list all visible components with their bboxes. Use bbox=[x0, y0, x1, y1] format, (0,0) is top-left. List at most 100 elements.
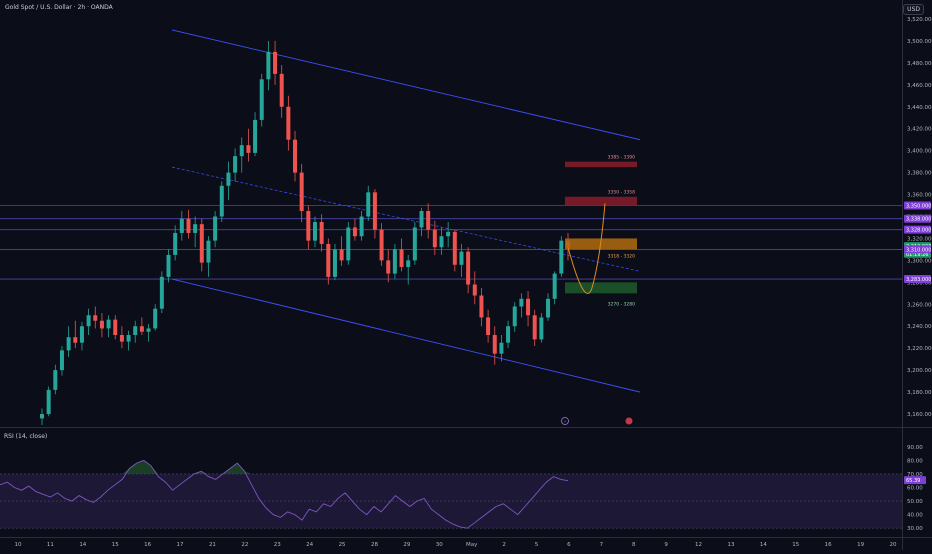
time-axis-label: 28 bbox=[371, 542, 378, 548]
candle-body bbox=[386, 260, 390, 273]
time-axis-label: 5 bbox=[535, 542, 539, 548]
candle-body bbox=[280, 74, 284, 107]
candle-body bbox=[499, 343, 503, 354]
rsi-indicator-label[interactable]: RSI (14, close) bbox=[4, 433, 47, 440]
candle-body bbox=[426, 211, 430, 230]
time-axis-label: 19 bbox=[857, 542, 864, 548]
candle-body bbox=[133, 326, 137, 335]
candle-body bbox=[340, 249, 344, 260]
price-tag-label: 3,283.000 bbox=[906, 277, 931, 283]
time-axis-label: 8 bbox=[632, 542, 636, 548]
candle-body bbox=[506, 326, 510, 342]
rsi-axis-label: 40.00 bbox=[907, 513, 923, 519]
zone-box-resistance bbox=[565, 197, 637, 206]
candle-body bbox=[80, 326, 84, 342]
candle-body bbox=[253, 120, 257, 153]
rsi-value-tag-label: 65.39 bbox=[906, 478, 920, 484]
candle-body bbox=[113, 320, 117, 335]
candle-body bbox=[546, 299, 550, 318]
time-axis-label: 13 bbox=[727, 542, 734, 548]
candle-body bbox=[393, 249, 397, 273]
candle-body bbox=[240, 145, 244, 156]
candle-body bbox=[400, 249, 404, 267]
candle-body bbox=[173, 233, 177, 255]
candle-body bbox=[420, 211, 424, 227]
candle-body bbox=[433, 230, 437, 248]
candle-body bbox=[466, 252, 470, 285]
time-axis-label: 9 bbox=[664, 542, 668, 548]
candle-body bbox=[167, 255, 171, 277]
time-axis-label: 6 bbox=[567, 542, 571, 548]
candle-body bbox=[479, 296, 483, 318]
candle-body bbox=[266, 52, 270, 79]
time-axis-label: 16 bbox=[825, 542, 832, 548]
rsi-axis-label: 90.00 bbox=[907, 445, 923, 451]
time-axis-label: 24 bbox=[306, 542, 313, 548]
rsi-band bbox=[0, 474, 902, 528]
time-axis-label: 15 bbox=[792, 542, 799, 548]
time-axis-label: 11 bbox=[47, 542, 54, 548]
price-axis-label: 3,500.000 bbox=[907, 39, 932, 45]
candle-body bbox=[246, 145, 250, 153]
time-axis-label: 25 bbox=[339, 542, 346, 548]
candle-body bbox=[273, 52, 277, 74]
currency-button[interactable]: USD bbox=[903, 4, 924, 15]
price-axis-label: 3,420.000 bbox=[907, 127, 932, 133]
candle-body bbox=[366, 192, 370, 216]
price-tag-label: 3,350.000 bbox=[906, 204, 931, 210]
candle-body bbox=[320, 222, 324, 244]
price-axis-label: 3,300.000 bbox=[907, 258, 932, 264]
time-axis-label: 22 bbox=[241, 542, 248, 548]
zone-label: 3318 - 3320 bbox=[608, 253, 636, 259]
candle-body bbox=[193, 224, 197, 233]
time-axis-label: 20 bbox=[890, 542, 897, 548]
candle-body bbox=[453, 232, 457, 265]
candle-body bbox=[353, 227, 357, 236]
candle-body bbox=[140, 326, 144, 331]
candle-body bbox=[220, 186, 224, 217]
candle-body bbox=[553, 274, 557, 299]
time-axis-label: 10 bbox=[15, 542, 22, 548]
price-axis-label: 3,240.000 bbox=[907, 324, 932, 330]
time-axis-label: 7 bbox=[600, 542, 604, 548]
candle-body bbox=[439, 236, 443, 247]
zone-label: 3385 - 3390 bbox=[608, 155, 636, 161]
candle-body bbox=[180, 219, 184, 233]
time-axis-label: 16 bbox=[144, 542, 151, 548]
zone-label: 3350 - 3358 bbox=[608, 190, 636, 196]
event-marker-glyph: ⚡ bbox=[564, 419, 567, 424]
price-axis-label: 3,200.000 bbox=[907, 368, 932, 374]
price-axis-label: 3,380.000 bbox=[907, 171, 932, 177]
price-axis-label: 3,360.000 bbox=[907, 193, 932, 199]
candle-body bbox=[53, 370, 57, 390]
price-axis-label: 3,220.000 bbox=[907, 346, 932, 352]
candle-body bbox=[233, 156, 237, 172]
candle-body bbox=[373, 192, 377, 229]
price-axis-label: 3,180.000 bbox=[907, 390, 932, 396]
rsi-axis-label: 60.00 bbox=[907, 486, 923, 492]
candle-body bbox=[459, 252, 463, 265]
price-tag-label: 3,328.000 bbox=[906, 228, 931, 234]
candle-body bbox=[513, 306, 517, 326]
time-axis-label: 23 bbox=[274, 542, 281, 548]
candle-body bbox=[186, 219, 190, 233]
candle-body bbox=[413, 227, 417, 260]
zone-box-support bbox=[565, 282, 637, 293]
price-axis-label: 3,480.000 bbox=[907, 61, 932, 67]
candle-body bbox=[47, 390, 51, 414]
time-axis-label: 21 bbox=[209, 542, 216, 548]
calendar-event-icon bbox=[626, 418, 633, 425]
time-axis-label: 15 bbox=[112, 542, 119, 548]
candle-body bbox=[226, 173, 230, 186]
time-axis-label: 14 bbox=[760, 542, 767, 548]
time-axis-label: 2 bbox=[502, 542, 506, 548]
candle-body bbox=[326, 244, 330, 277]
price-axis-label: 3,260.000 bbox=[907, 302, 932, 308]
candle-body bbox=[559, 241, 563, 274]
candle-body bbox=[213, 217, 217, 241]
time-axis-label: 14 bbox=[79, 542, 86, 548]
candle-body bbox=[306, 211, 310, 241]
candle-body bbox=[67, 337, 71, 350]
